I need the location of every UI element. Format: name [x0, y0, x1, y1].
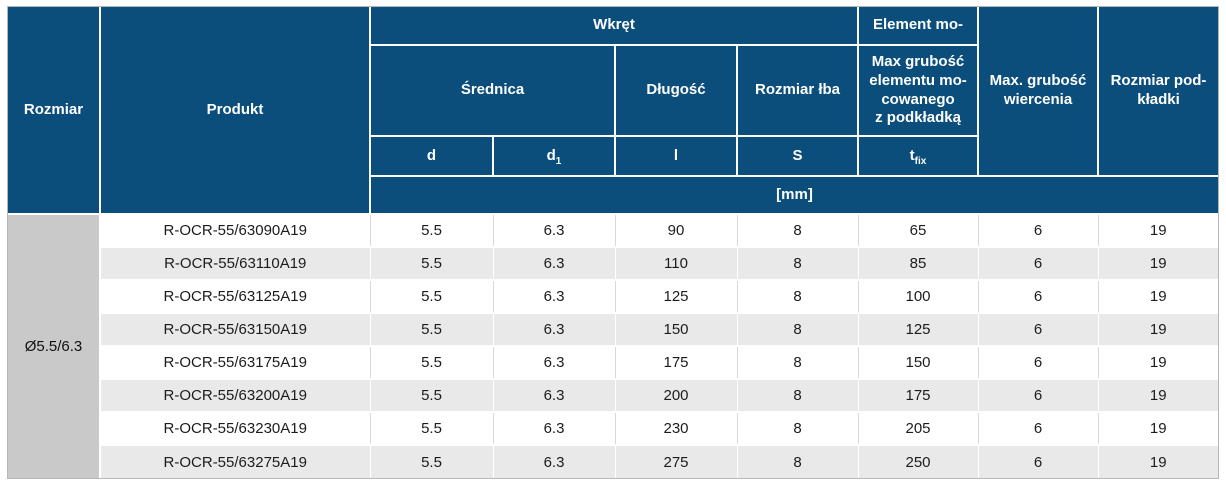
d1-subscript: 1: [555, 155, 562, 167]
tfix-subscript: fix: [914, 155, 927, 167]
tfix-cell: 205: [858, 411, 979, 445]
drill-thickness-cell: 6: [978, 411, 1099, 445]
head-size-cell: 8: [737, 411, 859, 445]
product-cell: R-OCR-55/63275A19: [100, 444, 371, 478]
col-group-element-mocowany: Element mo-: [858, 7, 979, 46]
table-row: R-OCR-55/63230A19 5.5 6.3 230 8 205 6 19: [8, 411, 1218, 445]
length-cell: 200: [615, 378, 738, 412]
d1-cell: 6.3: [493, 378, 616, 412]
table-row: R-OCR-55/63200A19 5.5 6.3 200 8 175 6 19: [8, 378, 1218, 412]
washer-size-cell: 19: [1098, 444, 1218, 478]
length-cell: 125: [615, 279, 738, 313]
washer-size-cell: 19: [1098, 378, 1218, 412]
head-size-cell: 8: [737, 312, 859, 346]
washer-size-cell: 19: [1098, 279, 1218, 313]
col-header-tfix: tfix: [858, 136, 979, 177]
drill-thickness-cell: 6: [978, 345, 1099, 379]
d-cell: 5.5: [370, 345, 494, 379]
col-header-rozmiar-podkladki: Rozmiar pod- kładki: [1098, 7, 1218, 177]
d1-cell: 6.3: [493, 345, 616, 379]
washer-size-cell: 19: [1098, 411, 1218, 445]
d-cell: 5.5: [370, 411, 494, 445]
unit-cell: [mm]: [370, 176, 1218, 214]
length-cell: 275: [615, 444, 738, 478]
d1-symbol: d: [546, 146, 556, 164]
tfix-cell: 100: [858, 279, 979, 313]
table-row: R-OCR-55/63125A19 5.5 6.3 125 8 100 6 19: [8, 279, 1218, 313]
col-header-d1: d1: [493, 136, 616, 177]
drill-thickness-cell: 6: [978, 378, 1099, 412]
col-header-rozmiar-lba: Rozmiar łba: [737, 45, 859, 137]
d1-cell: 6.3: [493, 213, 616, 247]
col-header-dlugosc: Długość: [615, 45, 738, 137]
d-cell: 5.5: [370, 279, 494, 313]
d1-cell: 6.3: [493, 279, 616, 313]
col-header-max-grubosc-elementu: Max grubość elementu mo- cowanego z podk…: [858, 45, 979, 137]
drill-thickness-cell: 6: [978, 279, 1099, 313]
head-size-cell: 8: [737, 345, 859, 379]
length-cell: 110: [615, 246, 738, 280]
header-row-subgroups: Średnica Długość Rozmiar łba Max grubość…: [8, 45, 1218, 137]
header-row-symbols: d d1 l S tfix: [8, 136, 1218, 177]
d-cell: 5.5: [370, 444, 494, 478]
col-header-s: S: [737, 136, 859, 177]
d1-cell: 6.3: [493, 411, 616, 445]
tfix-cell: 125: [858, 312, 979, 346]
head-size-cell: 8: [737, 444, 859, 478]
product-cell: R-OCR-55/63125A19: [100, 279, 371, 313]
drill-thickness-cell: 6: [978, 444, 1099, 478]
table-row: R-OCR-55/63175A19 5.5 6.3 175 8 150 6 19: [8, 345, 1218, 379]
drill-thickness-cell: 6: [978, 213, 1099, 247]
col-group-wkret: Wkręt: [370, 7, 859, 46]
product-cell: R-OCR-55/63150A19: [100, 312, 371, 346]
size-group-cell: Ø5.5/6.3: [8, 213, 101, 478]
col-header-d: d: [370, 136, 494, 177]
washer-size-cell: 19: [1098, 312, 1218, 346]
col-header-max-grubosc-wiercenia: Max. grubość wiercenia: [978, 7, 1099, 177]
d1-cell: 6.3: [493, 444, 616, 478]
product-cell: R-OCR-55/63110A19: [100, 246, 371, 280]
head-size-cell: 8: [737, 213, 859, 247]
d-cell: 5.5: [370, 213, 494, 247]
head-size-cell: 8: [737, 378, 859, 412]
tfix-cell: 250: [858, 444, 979, 478]
d1-cell: 6.3: [493, 312, 616, 346]
d1-cell: 6.3: [493, 246, 616, 280]
col-header-srednica: Średnica: [370, 45, 616, 137]
drill-thickness-cell: 6: [978, 246, 1099, 280]
tfix-cell: 175: [858, 378, 979, 412]
spec-table-frame: Rozmiar Produkt Wkręt Element mo- Max. g…: [7, 6, 1219, 479]
washer-size-cell: 19: [1098, 246, 1218, 280]
tfix-cell: 65: [858, 213, 979, 247]
product-cell: R-OCR-55/63090A19: [100, 213, 371, 247]
length-cell: 230: [615, 411, 738, 445]
d-cell: 5.5: [370, 312, 494, 346]
head-size-cell: 8: [737, 246, 859, 280]
table-row: R-OCR-55/63110A19 5.5 6.3 110 8 85 6 19: [8, 246, 1218, 280]
washer-size-cell: 19: [1098, 213, 1218, 247]
head-size-cell: 8: [737, 279, 859, 313]
table-row: R-OCR-55/63150A19 5.5 6.3 150 8 125 6 19: [8, 312, 1218, 346]
length-cell: 90: [615, 213, 738, 247]
header-row-unit: [mm]: [8, 176, 1218, 214]
col-header-rozmiar: Rozmiar: [8, 7, 101, 215]
tfix-cell: 85: [858, 246, 979, 280]
product-cell: R-OCR-55/63175A19: [100, 345, 371, 379]
tfix-symbol: t: [909, 146, 915, 164]
drill-thickness-cell: 6: [978, 312, 1099, 346]
header-row-groups: Rozmiar Produkt Wkręt Element mo- Max. g…: [8, 7, 1218, 215]
col-header-l: l: [615, 136, 738, 177]
washer-size-cell: 19: [1098, 345, 1218, 379]
tfix-cell: 150: [858, 345, 979, 379]
product-spec-table: Rozmiar Produkt Wkręt Element mo- Max. g…: [8, 7, 1218, 478]
col-header-produkt: Produkt: [100, 7, 371, 215]
d-cell: 5.5: [370, 246, 494, 280]
table-row: R-OCR-55/63275A19 5.5 6.3 275 8 250 6 19: [8, 444, 1218, 478]
d-cell: 5.5: [370, 378, 494, 412]
length-cell: 150: [615, 312, 738, 346]
product-cell: R-OCR-55/63200A19: [100, 378, 371, 412]
product-cell: R-OCR-55/63230A19: [100, 411, 371, 445]
length-cell: 175: [615, 345, 738, 379]
table-row: Ø5.5/6.3 R-OCR-55/63090A19 5.5 6.3 90 8 …: [8, 213, 1218, 478]
